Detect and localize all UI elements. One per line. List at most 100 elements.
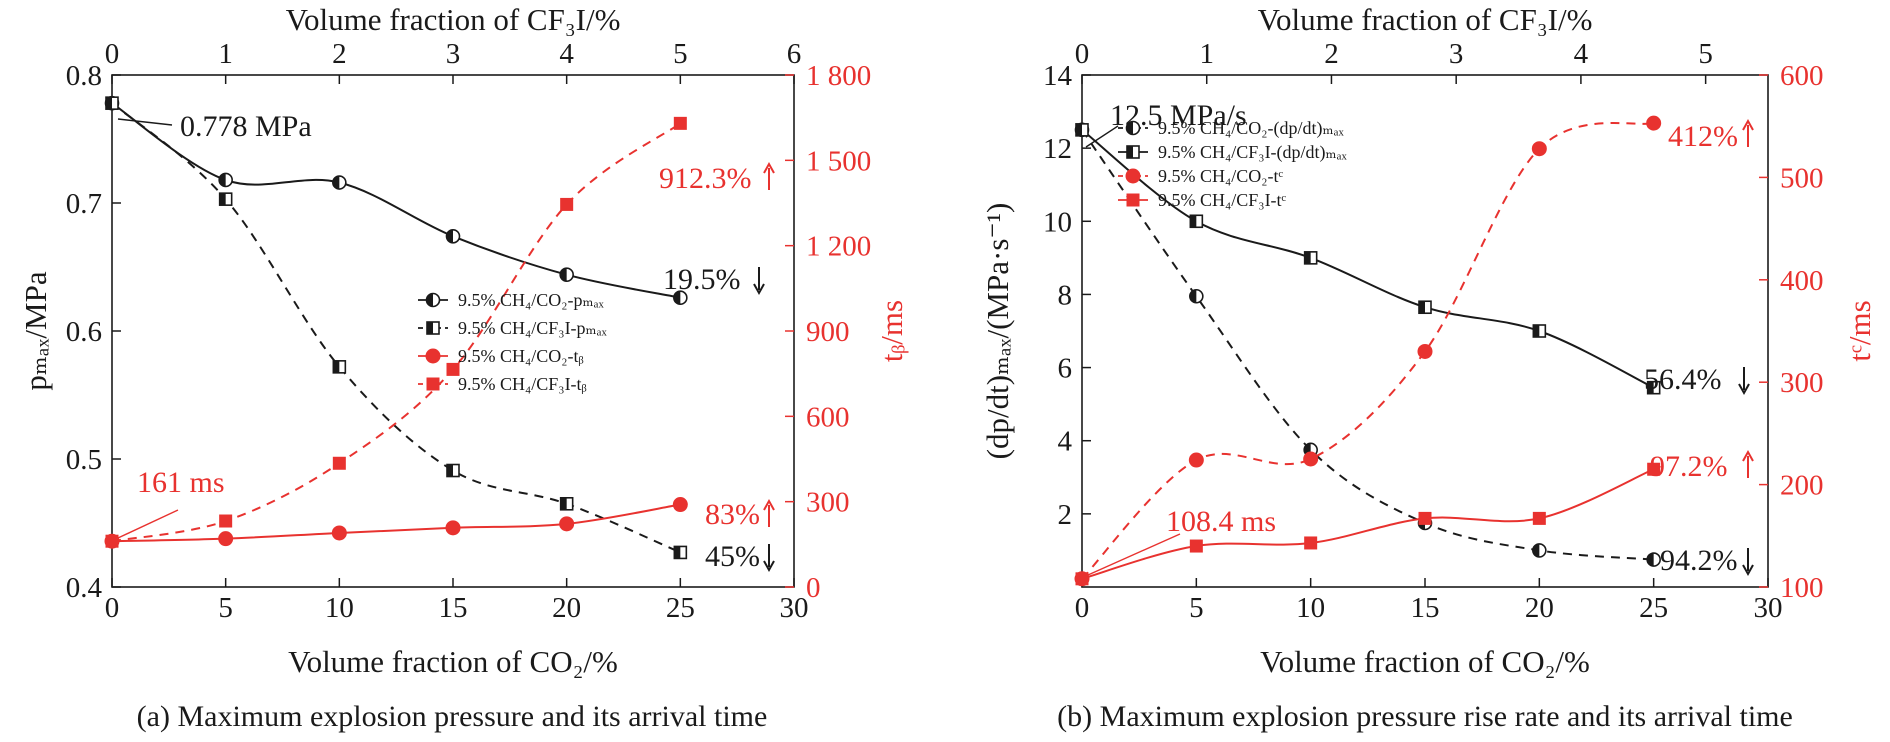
arrow-down-icon bbox=[1738, 367, 1750, 396]
legend-swatch-marker bbox=[425, 348, 441, 364]
annotation-start-t: 161 ms bbox=[137, 466, 225, 499]
series-line-3 bbox=[111, 503, 681, 543]
bottom-tick-label: 5 bbox=[1189, 592, 1204, 624]
bottom-tick-label: 0 bbox=[1075, 592, 1090, 624]
top-tick-label: 4 bbox=[1574, 38, 1589, 70]
data-point bbox=[445, 520, 461, 536]
top-tick-label: 0 bbox=[105, 38, 120, 70]
left-tick-label: 14 bbox=[1043, 60, 1073, 92]
data-point bbox=[1303, 451, 1319, 467]
data-point bbox=[218, 172, 233, 188]
data-point bbox=[560, 197, 574, 211]
right-tick-label: 1 200 bbox=[806, 231, 871, 263]
top-tick-label: 0 bbox=[1075, 38, 1090, 70]
top-tick-label: 1 bbox=[218, 38, 233, 70]
left-tick-label: 4 bbox=[1058, 426, 1073, 458]
top-tick-label: 6 bbox=[787, 38, 802, 70]
right-tick-label: 100 bbox=[1780, 572, 1824, 604]
bottom-tick-label: 5 bbox=[218, 592, 233, 624]
right-tick-label: 0 bbox=[806, 572, 821, 604]
arrow-up-icon bbox=[763, 161, 775, 190]
right-tick-label: 1 800 bbox=[806, 60, 871, 92]
data-point bbox=[446, 463, 460, 478]
data-point bbox=[218, 192, 233, 206]
right-tick-label: 900 bbox=[806, 316, 850, 348]
series-line-4 bbox=[1081, 468, 1655, 580]
data-point bbox=[332, 175, 347, 190]
arrow-down-icon bbox=[763, 544, 775, 573]
arrow-down-icon bbox=[1742, 548, 1754, 577]
bottom-tick-label: 25 bbox=[666, 592, 695, 624]
left-axis-title-b: (dp/dt)ₘₐₓ/(MPa·s⁻¹) bbox=[980, 203, 1015, 460]
legend-label: 9.5% CH₄/CF₃I-(dp/dt)ₘₐₓ bbox=[1158, 142, 1348, 163]
data-point bbox=[105, 534, 119, 548]
bottom-axis-title-a: Volume fraction of CO₂/% bbox=[288, 644, 618, 679]
arrow-up-icon bbox=[763, 498, 775, 527]
data-point bbox=[1531, 141, 1547, 157]
annotation-start-p: 0.778 MPa bbox=[180, 110, 312, 143]
bottom-axis-title-b: Volume fraction of CO₂/% bbox=[1260, 644, 1590, 679]
data-point bbox=[1418, 300, 1432, 315]
leader-line-b2 bbox=[1087, 533, 1181, 576]
legend-label: 9.5% CH₄/CO₂-(dp/dt)ₘₐₓ bbox=[1158, 118, 1345, 139]
right-tick-label: 400 bbox=[1780, 265, 1824, 297]
top-tick-label: 5 bbox=[673, 38, 688, 70]
top-tick-label: 1 bbox=[1199, 38, 1214, 70]
panel-b: 0 5 10 15 20 25 300 1 2 3 4 52468101214100200300400… bbox=[980, 2, 1877, 733]
left-tick-label: 6 bbox=[1058, 353, 1073, 385]
legend-swatch-marker bbox=[1125, 168, 1141, 184]
annotation-pct-p-cf3i: 45% bbox=[705, 540, 760, 573]
data-point bbox=[332, 360, 347, 374]
bottom-tick-label: 20 bbox=[552, 592, 581, 624]
data-point bbox=[331, 525, 347, 541]
bottom-tick-label: 10 bbox=[1296, 592, 1325, 624]
top-tick-label: 3 bbox=[446, 38, 461, 70]
annotation-pct-tc-cf3i: 97.2% bbox=[1650, 450, 1728, 483]
right-tick-label: 300 bbox=[806, 487, 850, 519]
legend-swatch-marker bbox=[1126, 145, 1140, 159]
data-point bbox=[218, 531, 234, 547]
leader-line-a1 bbox=[117, 118, 173, 126]
data-point bbox=[1532, 543, 1547, 558]
plot-frame-a bbox=[111, 74, 795, 588]
left-tick-label: 8 bbox=[1058, 279, 1073, 311]
series-line-2 bbox=[1081, 129, 1655, 389]
arrow-up-icon bbox=[1742, 118, 1754, 147]
caption-b: (b) Maximum explosion pressure rise rate… bbox=[1057, 700, 1793, 733]
data-point bbox=[1188, 452, 1204, 468]
data-point bbox=[672, 497, 688, 513]
leader-line-a2 bbox=[117, 509, 179, 539]
arrow-down-icon bbox=[753, 267, 765, 296]
data-point bbox=[1075, 572, 1089, 586]
data-point bbox=[673, 545, 688, 560]
bottom-tick-label: 25 bbox=[1639, 592, 1668, 624]
data-point bbox=[105, 96, 119, 110]
left-tick-label: 0.8 bbox=[66, 60, 102, 92]
data-point bbox=[446, 362, 460, 376]
legend-label: 9.5% CH₄/CF₃I-tᵦ bbox=[458, 374, 587, 394]
ticks-a: 0 5 10 15 20 25 300 1 2 3 4 5 60.40.50.60.70.8030060… bbox=[66, 38, 872, 624]
legend-label: 9.5% CH₄/CF₃I-tᶜ bbox=[1158, 190, 1287, 210]
right-tick-label: 600 bbox=[806, 401, 850, 433]
data-point bbox=[1646, 115, 1662, 131]
bottom-tick-label: 20 bbox=[1525, 592, 1554, 624]
left-tick-label: 0.6 bbox=[66, 316, 102, 348]
data-point bbox=[1303, 251, 1318, 265]
legend-label: 9.5% CH₄/CO₂-tᵦ bbox=[458, 346, 584, 366]
legend-a: 9.5% CH₄/CO₂-pₘₐₓ 9.5% CH₄/CF₃I-pₘₐₓ 9.5% … bbox=[418, 290, 608, 394]
right-axis-title-a: tᵦ/ms bbox=[874, 300, 909, 362]
legend-swatch-marker bbox=[425, 292, 441, 308]
left-tick-label: 2 bbox=[1058, 499, 1073, 531]
legend-swatch-marker bbox=[1125, 120, 1141, 136]
data-point bbox=[1532, 324, 1547, 338]
data-point bbox=[1417, 343, 1433, 359]
bottom-tick-label: 30 bbox=[780, 592, 809, 624]
legend-b: 9.5% CH₄/CO₂-(dp/dt)ₘₐₓ 9.5% CH₄/CF₃I-(dp… bbox=[1118, 118, 1348, 210]
bottom-tick-label: 15 bbox=[1411, 592, 1440, 624]
data-point bbox=[445, 228, 461, 244]
series-b bbox=[1074, 115, 1662, 587]
top-tick-label: 4 bbox=[559, 38, 574, 70]
right-tick-label: 600 bbox=[1780, 60, 1824, 92]
left-axis-title-a: pₘₐₓ/MPa bbox=[18, 271, 53, 390]
